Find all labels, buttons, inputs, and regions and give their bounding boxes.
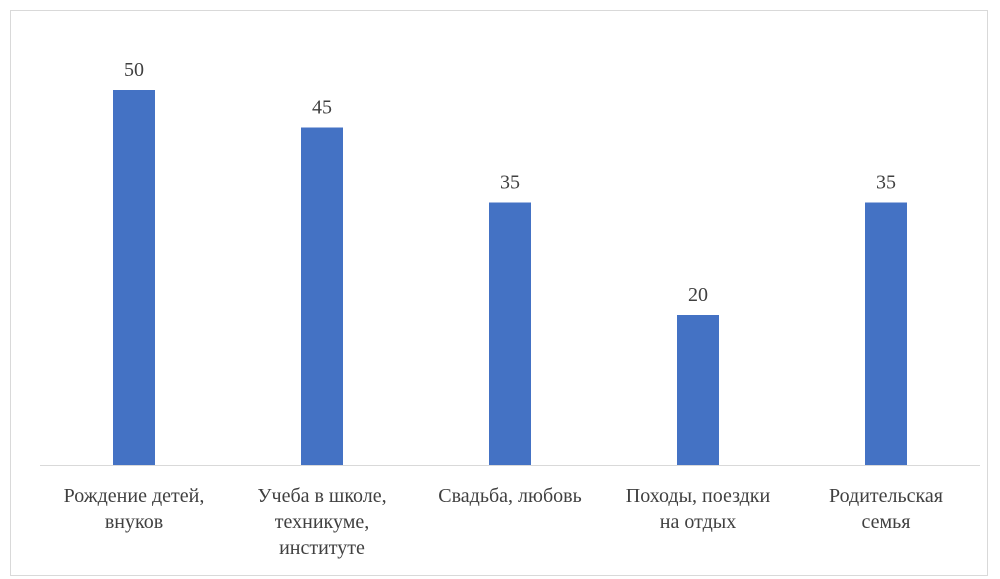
category-label-line: Рождение детей, bbox=[64, 485, 205, 507]
data-label-1: 50 bbox=[124, 59, 144, 81]
category-label-line: на отдых bbox=[660, 511, 736, 533]
category-label-line: Походы, поездки bbox=[626, 485, 771, 507]
data-label-2: 45 bbox=[312, 97, 332, 119]
category-label-3: Свадьба, любовь bbox=[438, 485, 581, 507]
bar-2 bbox=[301, 127, 343, 465]
category-label-line: институте bbox=[279, 537, 365, 559]
data-label-3: 35 bbox=[500, 172, 520, 194]
data-label-4: 20 bbox=[688, 284, 708, 306]
category-label-line: Учеба в школе, bbox=[257, 485, 386, 507]
category-label-line: техникуме, bbox=[275, 511, 369, 533]
bar-1 bbox=[113, 90, 155, 465]
category-label-5: Родительская семья bbox=[829, 485, 943, 533]
category-label-line: Свадьба, любовь bbox=[438, 485, 581, 507]
category-label-line: Родительская bbox=[829, 485, 943, 507]
bar-5 bbox=[865, 202, 907, 465]
bar-3 bbox=[489, 202, 531, 465]
bar-4 bbox=[677, 315, 719, 465]
category-label-line: семья bbox=[862, 511, 911, 533]
category-label-4: Походы, поездки на отдых bbox=[626, 485, 771, 533]
category-label-2: Учеба в школе, техникуме, институте bbox=[257, 485, 386, 559]
category-label-1: Рождение детей, внуков bbox=[64, 485, 205, 533]
data-label-5: 35 bbox=[876, 172, 896, 194]
category-label-line: внуков bbox=[105, 511, 163, 533]
